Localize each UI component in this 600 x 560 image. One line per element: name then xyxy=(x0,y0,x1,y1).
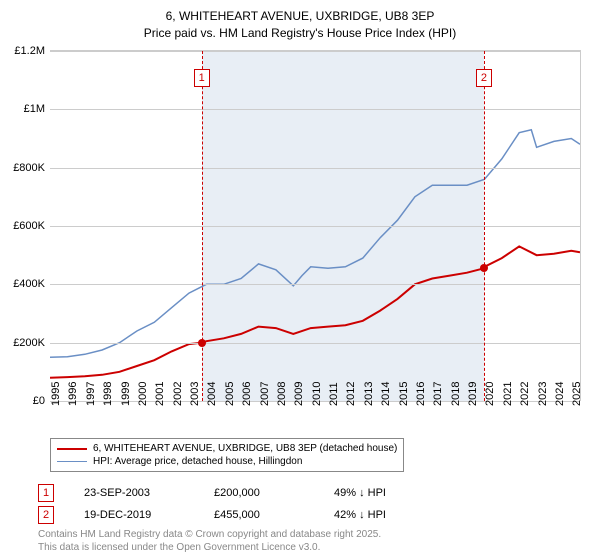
y-axis-label: £800K xyxy=(13,162,45,174)
x-axis-label: 2006 xyxy=(241,382,253,406)
grid-line xyxy=(50,226,580,227)
sales-row: 2 19-DEC-2019 £455,000 42% ↓ HPI xyxy=(38,504,386,526)
x-axis-label: 1995 xyxy=(50,382,62,406)
title-line-2: Price paid vs. HM Land Registry's House … xyxy=(0,25,600,42)
x-axis-label: 2010 xyxy=(311,382,323,406)
footer: Contains HM Land Registry data © Crown c… xyxy=(38,528,381,554)
x-axis-label: 1999 xyxy=(120,382,132,406)
y-axis-label: £600K xyxy=(13,220,45,232)
x-axis-label: 2012 xyxy=(345,382,357,406)
legend-label: HPI: Average price, detached house, Hill… xyxy=(93,456,302,467)
legend-swatch xyxy=(57,448,87,450)
marker-line xyxy=(484,51,485,401)
sales-row: 1 23-SEP-2003 £200,000 49% ↓ HPI xyxy=(38,482,386,504)
x-axis-label: 2022 xyxy=(519,382,531,406)
grid-line xyxy=(50,284,580,285)
sales-marker: 1 xyxy=(38,484,54,502)
series-hpi xyxy=(50,130,580,357)
y-axis-label: £200K xyxy=(13,337,45,349)
x-axis-label: 2009 xyxy=(293,382,305,406)
grid-line xyxy=(50,168,580,169)
y-axis-label: £1M xyxy=(24,103,45,115)
marker-box: 2 xyxy=(476,69,492,87)
sales-pct: 42% ↓ HPI xyxy=(334,509,386,521)
x-axis-label: 2018 xyxy=(450,382,462,406)
series-price_paid xyxy=(50,246,580,377)
x-axis-label: 2015 xyxy=(398,382,410,406)
x-axis-label: 2023 xyxy=(537,382,549,406)
grid-line xyxy=(50,343,580,344)
sales-price: £200,000 xyxy=(214,487,304,499)
x-axis-label: 2011 xyxy=(328,382,340,406)
x-axis-label: 2019 xyxy=(467,382,479,406)
sales-table: 1 23-SEP-2003 £200,000 49% ↓ HPI 2 19-DEC-201… xyxy=(38,482,386,526)
sale-point xyxy=(198,339,206,347)
y-axis-label: £0 xyxy=(33,395,45,407)
legend: 6, WHITEHEART AVENUE, UXBRIDGE, UB8 3EP … xyxy=(50,438,404,472)
x-axis-label: 2003 xyxy=(189,382,201,406)
footer-line-2: This data is licensed under the Open Gov… xyxy=(38,541,381,554)
grid-line xyxy=(50,51,580,52)
x-axis-label: 1998 xyxy=(102,382,114,406)
x-axis-label: 2017 xyxy=(432,382,444,406)
x-axis-label: 1996 xyxy=(67,382,79,406)
x-axis-label: 2013 xyxy=(363,382,375,406)
sales-date: 23-SEP-2003 xyxy=(84,487,184,499)
x-axis-label: 1997 xyxy=(85,382,97,406)
sales-price: £455,000 xyxy=(214,509,304,521)
grid-line xyxy=(50,109,580,110)
y-axis-label: £1.2M xyxy=(14,45,45,57)
legend-item: 6, WHITEHEART AVENUE, UXBRIDGE, UB8 3EP … xyxy=(57,442,397,455)
x-axis-label: 2007 xyxy=(259,382,271,406)
x-axis-label: 2020 xyxy=(484,382,496,406)
title-line-1: 6, WHITEHEART AVENUE, UXBRIDGE, UB8 3EP xyxy=(0,8,600,25)
x-axis-label: 2021 xyxy=(502,382,514,406)
x-axis-label: 2002 xyxy=(172,382,184,406)
legend-swatch xyxy=(57,461,87,462)
x-axis-label: 2025 xyxy=(571,382,583,406)
x-axis-label: 2005 xyxy=(224,382,236,406)
footer-line-1: Contains HM Land Registry data © Crown c… xyxy=(38,528,381,541)
x-axis-label: 2008 xyxy=(276,382,288,406)
sales-date: 19-DEC-2019 xyxy=(84,509,184,521)
chart-title: 6, WHITEHEART AVENUE, UXBRIDGE, UB8 3EP … xyxy=(0,0,600,42)
y-axis-label: £400K xyxy=(13,278,45,290)
legend-item: HPI: Average price, detached house, Hill… xyxy=(57,455,397,468)
x-axis-label: 2014 xyxy=(380,382,392,406)
x-axis-label: 2024 xyxy=(554,382,566,406)
x-axis-label: 2016 xyxy=(415,382,427,406)
marker-line xyxy=(202,51,203,401)
x-axis-label: 2004 xyxy=(206,382,218,406)
sales-pct: 49% ↓ HPI xyxy=(334,487,386,499)
chart-area: £0£200K£400K£600K£800K£1M£1.2M1995199619… xyxy=(50,50,581,401)
sale-point xyxy=(480,264,488,272)
marker-box: 1 xyxy=(194,69,210,87)
x-axis-label: 2000 xyxy=(137,382,149,406)
sales-marker: 2 xyxy=(38,506,54,524)
legend-label: 6, WHITEHEART AVENUE, UXBRIDGE, UB8 3EP … xyxy=(93,443,397,454)
x-axis-label: 2001 xyxy=(154,382,166,406)
